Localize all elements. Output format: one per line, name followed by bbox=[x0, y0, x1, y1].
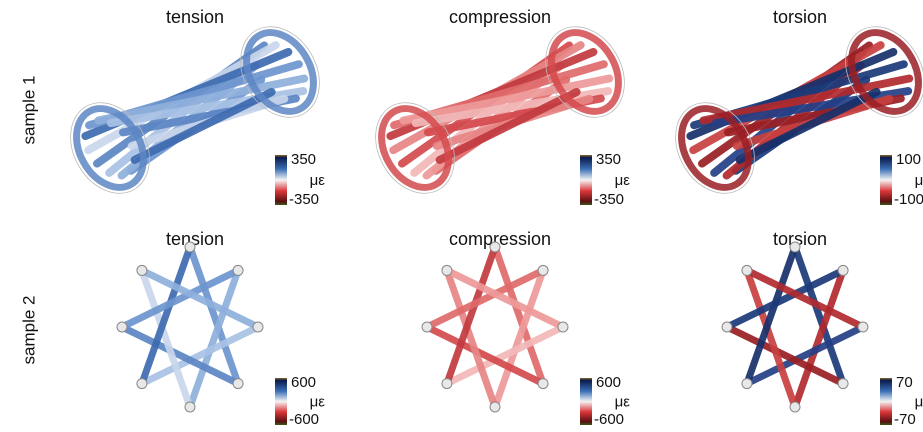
joint bbox=[538, 265, 548, 275]
colorbar-max: 350 bbox=[291, 151, 316, 168]
joint bbox=[185, 242, 195, 252]
joint bbox=[722, 322, 732, 332]
panel: compression 350 με -350 bbox=[360, 7, 640, 208]
joint bbox=[538, 379, 548, 389]
joint bbox=[442, 265, 452, 275]
colorbar-unit: με bbox=[915, 393, 923, 410]
joint bbox=[253, 322, 263, 332]
colorbar-unit: με bbox=[615, 172, 631, 189]
joint bbox=[742, 265, 752, 275]
colorbar bbox=[880, 155, 892, 205]
colorbar-min: -600 bbox=[594, 411, 624, 428]
panel-title: torsion bbox=[773, 7, 827, 27]
joint bbox=[442, 379, 452, 389]
joint bbox=[790, 402, 800, 412]
panel-title: tension bbox=[166, 7, 224, 27]
joint bbox=[838, 265, 848, 275]
panel: torsion70με-70 bbox=[722, 229, 923, 428]
colorbar-unit: με bbox=[915, 172, 923, 189]
joint bbox=[838, 379, 848, 389]
colorbar-min: -70 bbox=[894, 411, 916, 428]
joint bbox=[742, 379, 752, 389]
joint bbox=[790, 242, 800, 252]
colorbar-min: -350 bbox=[289, 191, 319, 208]
joint bbox=[490, 242, 500, 252]
joint bbox=[558, 322, 568, 332]
colorbar bbox=[580, 378, 592, 425]
colorbar-min: -350 bbox=[594, 191, 624, 208]
panel-title: compression bbox=[449, 7, 551, 27]
colorbar-min: -100 bbox=[894, 191, 923, 208]
row-label: sample 2 bbox=[19, 296, 38, 365]
colorbar-unit: με bbox=[310, 393, 326, 410]
colorbar-max: 70 bbox=[896, 374, 913, 391]
joint bbox=[137, 265, 147, 275]
colorbar-unit: με bbox=[615, 393, 631, 410]
colorbar bbox=[275, 155, 287, 205]
colorbar-max: 100 bbox=[896, 151, 921, 168]
panel: torsion 100 με -100 bbox=[660, 7, 923, 208]
colorbar bbox=[275, 378, 287, 425]
colorbar bbox=[580, 155, 592, 205]
panel: tension 350 με -350 bbox=[55, 7, 335, 208]
joint bbox=[490, 402, 500, 412]
joint bbox=[858, 322, 868, 332]
colorbar-min: -600 bbox=[289, 411, 319, 428]
colorbar bbox=[880, 378, 892, 425]
colorbar-max: 600 bbox=[596, 374, 621, 391]
figure: sample 1 sample 2 tension350με-350compre… bbox=[0, 0, 923, 432]
joint bbox=[233, 379, 243, 389]
row-label: sample 1 bbox=[19, 76, 38, 145]
joint bbox=[233, 265, 243, 275]
colorbar-max: 350 bbox=[596, 151, 621, 168]
joint bbox=[422, 322, 432, 332]
joint bbox=[185, 402, 195, 412]
colorbar-max: 600 bbox=[291, 374, 316, 391]
joint bbox=[117, 322, 127, 332]
joint bbox=[137, 379, 147, 389]
colorbar-unit: με bbox=[310, 172, 326, 189]
